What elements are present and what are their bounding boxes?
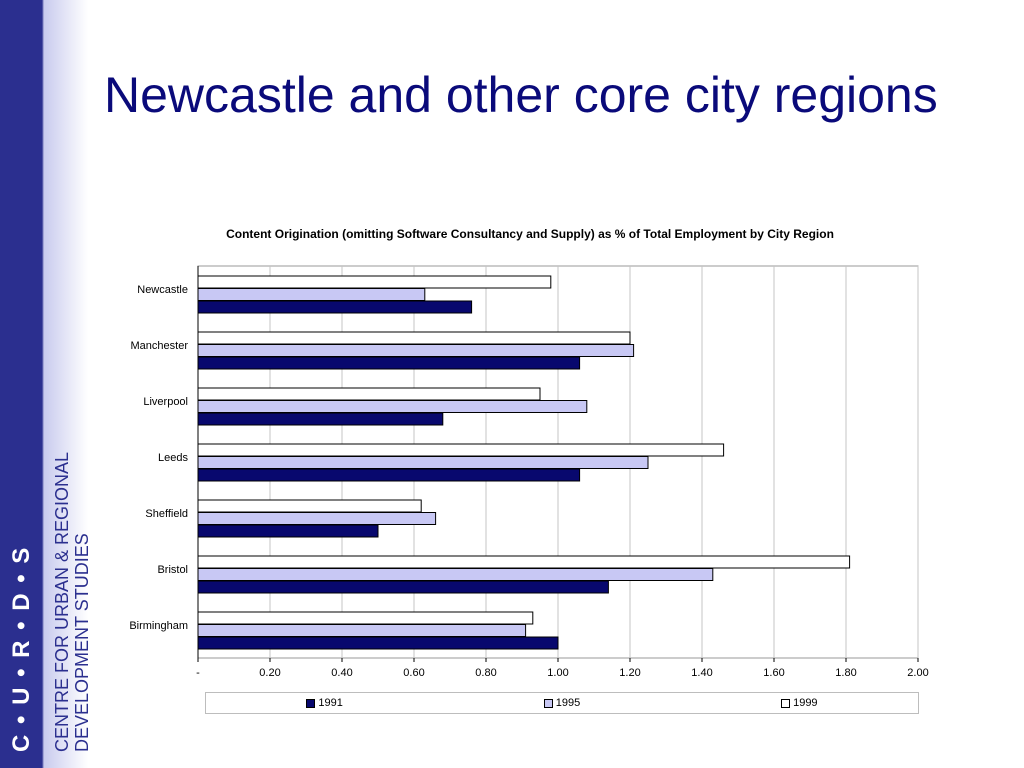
bar-birmingham-1999 <box>197 611 534 625</box>
x-tick-label: 0.40 <box>331 667 352 679</box>
curds-logo-text: C • U • R • D • S <box>8 545 35 752</box>
bar-sheffield-1999 <box>197 499 422 513</box>
x-tick-label: 1.80 <box>835 667 856 679</box>
category-label: Birmingham <box>129 620 188 632</box>
centre-name-line1: CENTRE FOR URBAN & REGIONAL <box>52 451 72 752</box>
x-tick-label: 0.20 <box>259 667 280 679</box>
bar-sheffield-1991 <box>197 524 379 538</box>
category-label: Bristol <box>157 564 188 576</box>
bar-bristol-1991 <box>197 580 609 594</box>
bar-chart: - 0.20 0.40 0.60 0.80 1.00 1.20 1.40 1.60 1.80 2.0… <box>129 265 929 679</box>
bar-leeds-1999 <box>197 443 725 457</box>
bar-bristol-1995 <box>197 568 714 581</box>
bar-manchester-1991 <box>197 356 581 370</box>
bar-birmingham-1995 <box>197 624 527 637</box>
legend-swatch <box>781 698 791 708</box>
x-tick-label: 1.00 <box>547 667 568 679</box>
bar-liverpool-1991 <box>197 412 444 426</box>
x-tick-label: 0.80 <box>475 667 496 679</box>
category-label: Liverpool <box>143 396 188 408</box>
category-label: Manchester <box>131 340 189 352</box>
legend-swatch <box>306 698 316 708</box>
x-tick-label: 1.20 <box>619 667 640 679</box>
bar-newcastle-1991 <box>197 300 473 314</box>
x-tick-label: - <box>196 667 200 679</box>
legend-item-1995: 1995 <box>543 697 581 709</box>
bar-bristol-1999 <box>197 555 851 569</box>
bar-liverpool-1999 <box>197 387 541 401</box>
bar-manchester-1995 <box>197 344 635 357</box>
x-tick-label: 2.00 <box>907 667 928 679</box>
legend-swatch <box>543 698 553 708</box>
legend-item-1991: 1991 <box>306 697 343 709</box>
x-tick-label: 1.60 <box>763 667 784 679</box>
category-label: Leeds <box>158 452 188 464</box>
centre-name-line2: DEVELOPMENT STUDIES <box>72 533 92 752</box>
chart-legend: 1991 1995 1999 <box>205 692 919 714</box>
chart-title: Content Origination (omitting Software C… <box>226 227 834 241</box>
x-tick-label: 0.60 <box>403 667 424 679</box>
bar-leeds-1995 <box>197 456 649 469</box>
bar-leeds-1991 <box>197 468 581 482</box>
legend-item-1999: 1999 <box>781 697 818 709</box>
legend-label: 1995 <box>555 697 581 709</box>
category-label: Sheffield <box>145 508 188 520</box>
legend-label: 1999 <box>793 697 818 709</box>
sidebar-band <box>0 0 88 768</box>
bar-sheffield-1995 <box>197 512 437 525</box>
category-label: Newcastle <box>137 284 188 296</box>
bar-newcastle-1999 <box>197 275 552 289</box>
bar-liverpool-1995 <box>197 400 588 413</box>
bar-manchester-1999 <box>197 331 631 345</box>
legend-label: 1991 <box>318 697 343 709</box>
bar-birmingham-1991 <box>197 636 559 650</box>
page-title: Newcastle and other core city regions <box>104 67 938 123</box>
x-tick-label: 1.40 <box>691 667 712 679</box>
bar-newcastle-1995 <box>197 288 426 301</box>
